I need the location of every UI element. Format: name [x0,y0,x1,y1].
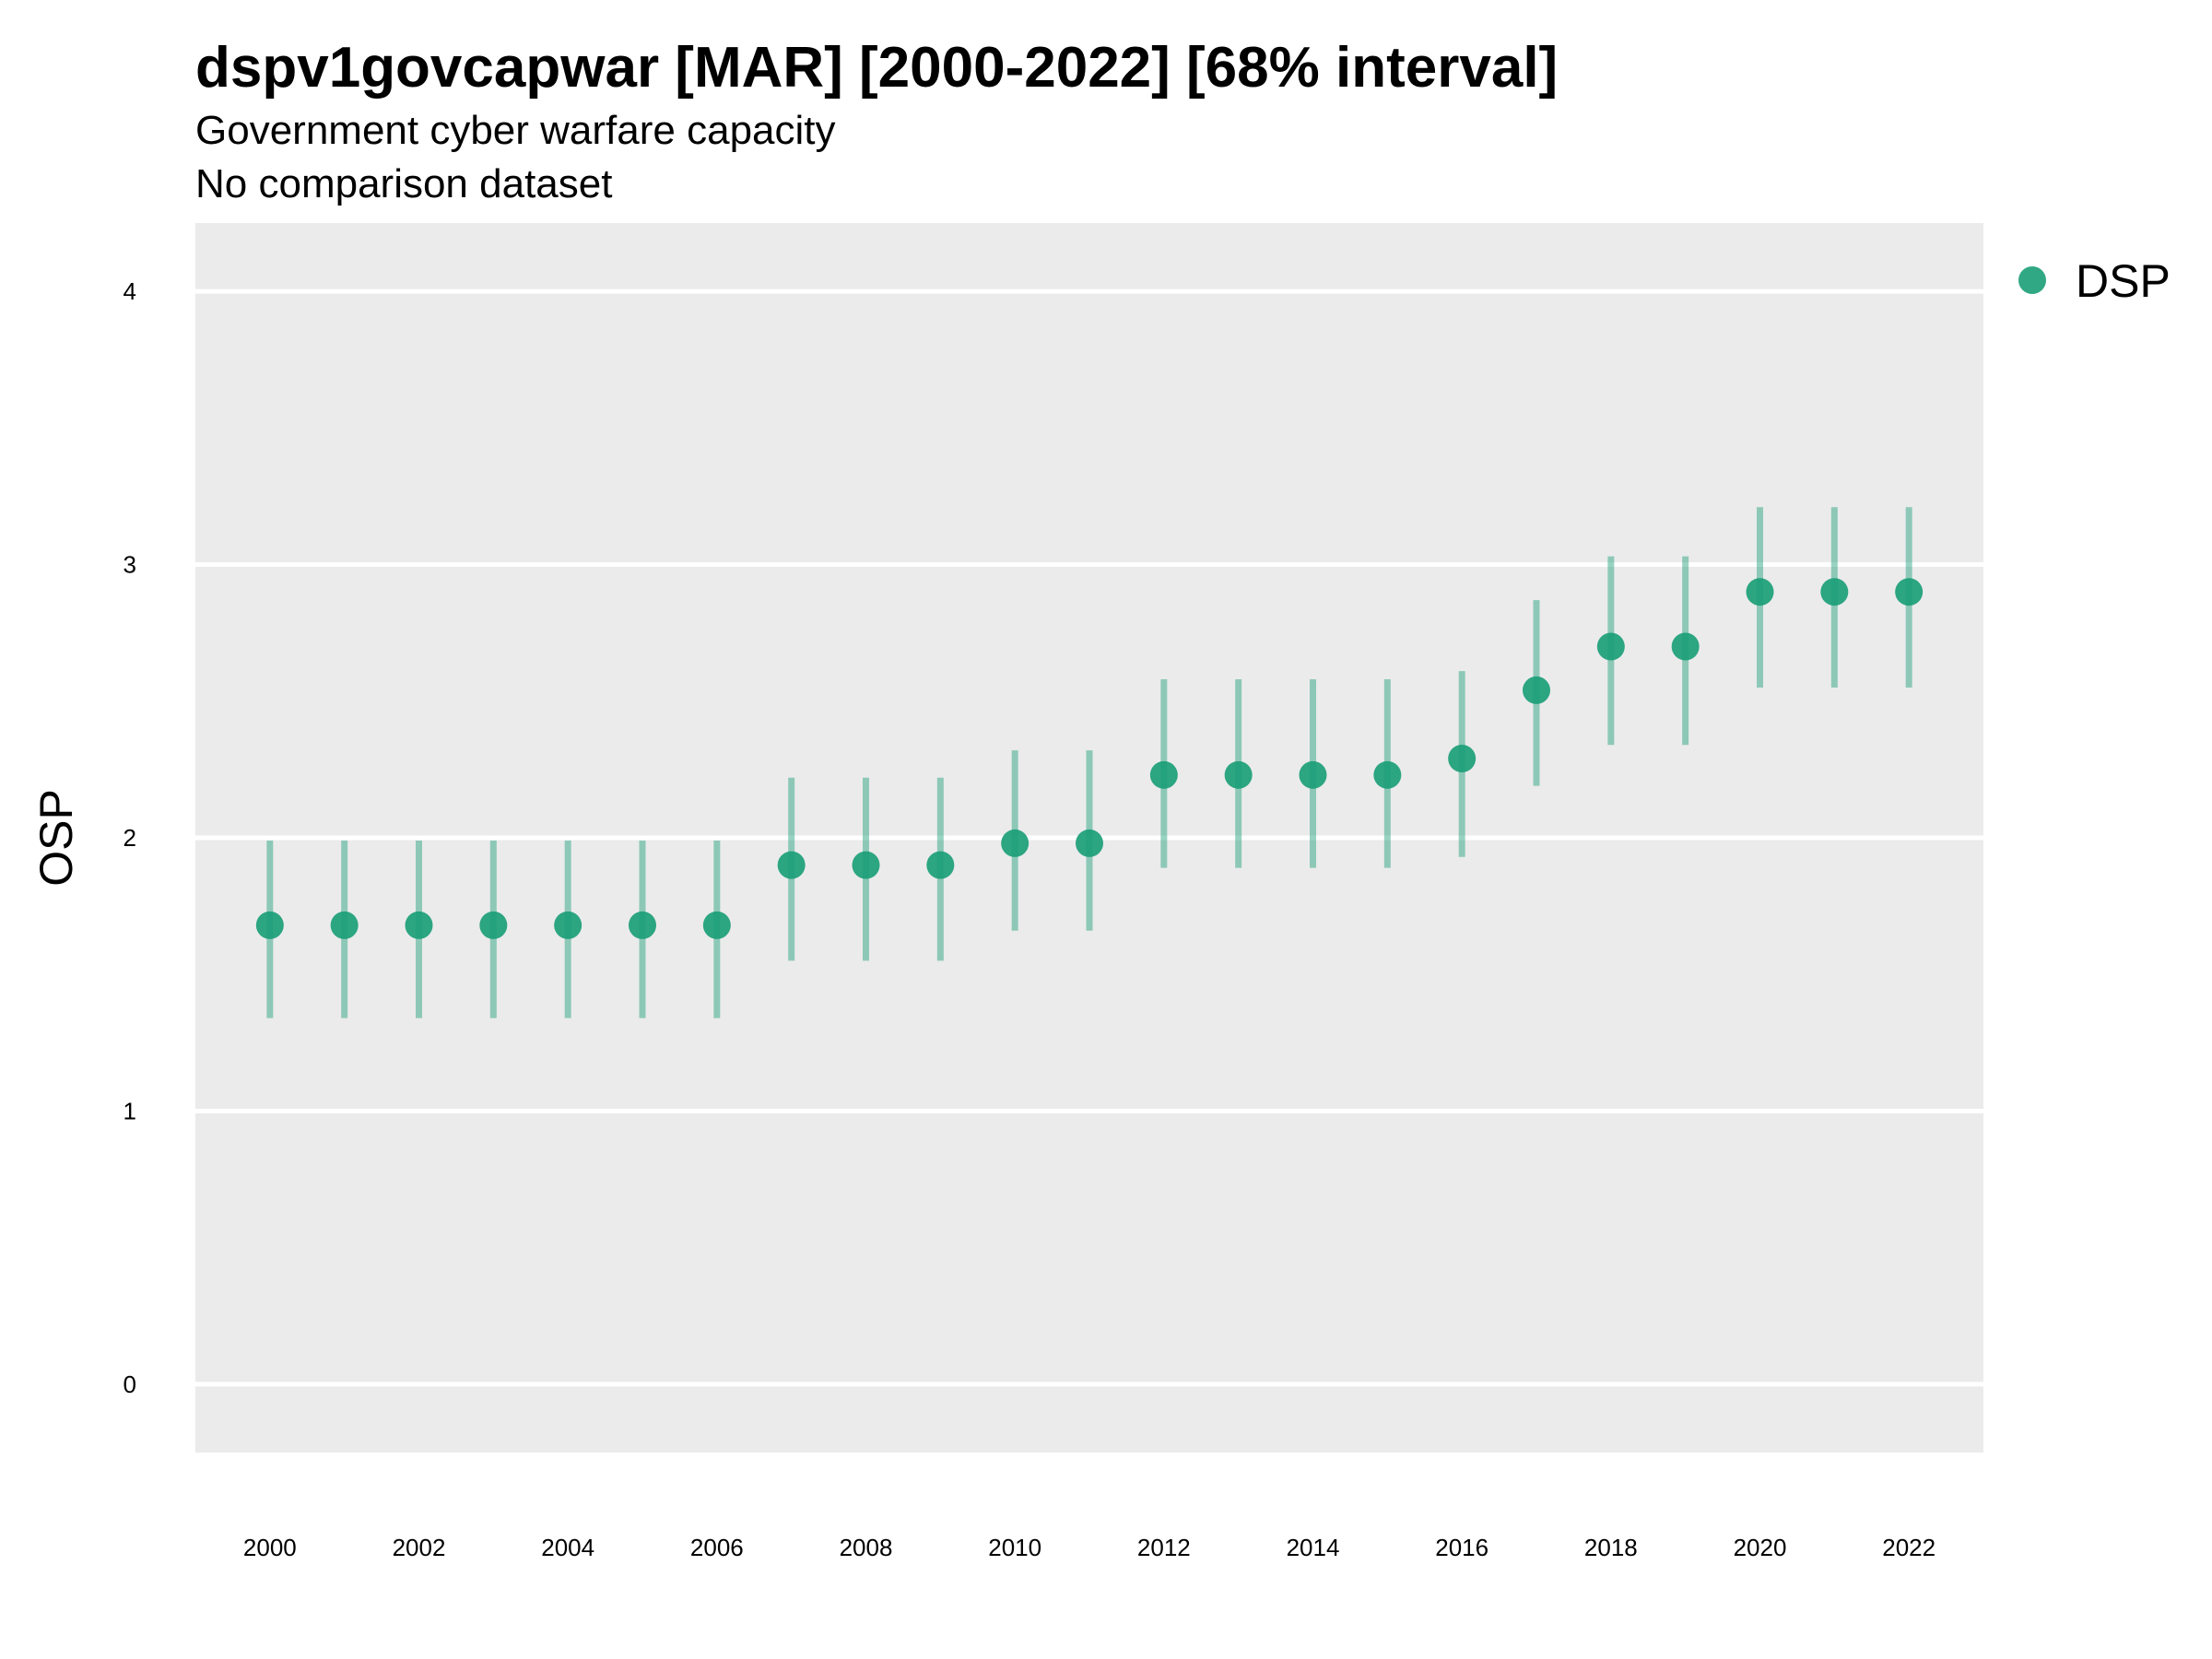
y-tick-1: 1 [124,1097,136,1124]
y-tick-4: 4 [124,277,136,305]
x-tick-2022: 2022 [1882,1534,1936,1561]
point-2020 [1746,578,1774,606]
y-tick-0: 0 [124,1371,136,1398]
legend-label-dsp: DSP [2076,255,2171,307]
chart-subtitle-2: No comparison dataset [195,161,612,206]
y-axis-title: OSP [30,789,82,887]
legend: DSP [2018,255,2171,307]
x-tick-2006: 2006 [690,1534,744,1561]
point-2012 [1149,760,1178,789]
point-2011 [1076,829,1103,857]
x-tick-2020: 2020 [1734,1534,1787,1561]
y-tick-2: 2 [124,824,136,852]
point-2013 [1224,760,1253,789]
point-2019 [1671,632,1700,661]
point-2001 [330,911,359,939]
y-tick-3: 3 [124,551,136,579]
point-2016 [1448,745,1477,773]
x-tick-2004: 2004 [541,1534,594,1561]
x-tick-labels: 2000 2002 2004 2006 2008 2010 2012 2014 2016 2018… [243,1534,1936,1561]
point-2008 [852,851,880,879]
point-2000 [255,911,284,939]
point-2017 [1523,676,1550,704]
y-tick-labels: 0 1 2 3 4 [124,277,136,1398]
x-tick-2000: 2000 [243,1534,297,1561]
data-marks [255,507,1924,1018]
point-2006 [702,911,731,939]
point-2007 [777,851,806,879]
x-tick-2012: 2012 [1137,1534,1191,1561]
point-2021 [1820,578,1849,606]
x-tick-2002: 2002 [393,1534,446,1561]
point-2022 [1895,578,1924,606]
chart-title: dspv1govcapwar [MAR] [2000-2022] [68% in… [195,36,1558,100]
point-2002 [405,911,433,939]
legend-key-dsp [2018,266,2046,294]
point-2009 [926,851,955,879]
x-tick-2014: 2014 [1287,1534,1340,1561]
point-2014 [1299,760,1327,789]
point-2010 [1001,829,1030,857]
point-2005 [629,911,656,939]
point-2004 [554,911,582,939]
x-tick-2018: 2018 [1584,1534,1638,1561]
x-tick-2010: 2010 [988,1534,1041,1561]
x-tick-2008: 2008 [840,1534,893,1561]
x-tick-2016: 2016 [1435,1534,1488,1561]
point-2018 [1596,632,1625,661]
point-2015 [1373,760,1402,789]
chart-subtitle: Government cyber warfare capacity [195,108,836,153]
point-2003 [479,911,508,939]
